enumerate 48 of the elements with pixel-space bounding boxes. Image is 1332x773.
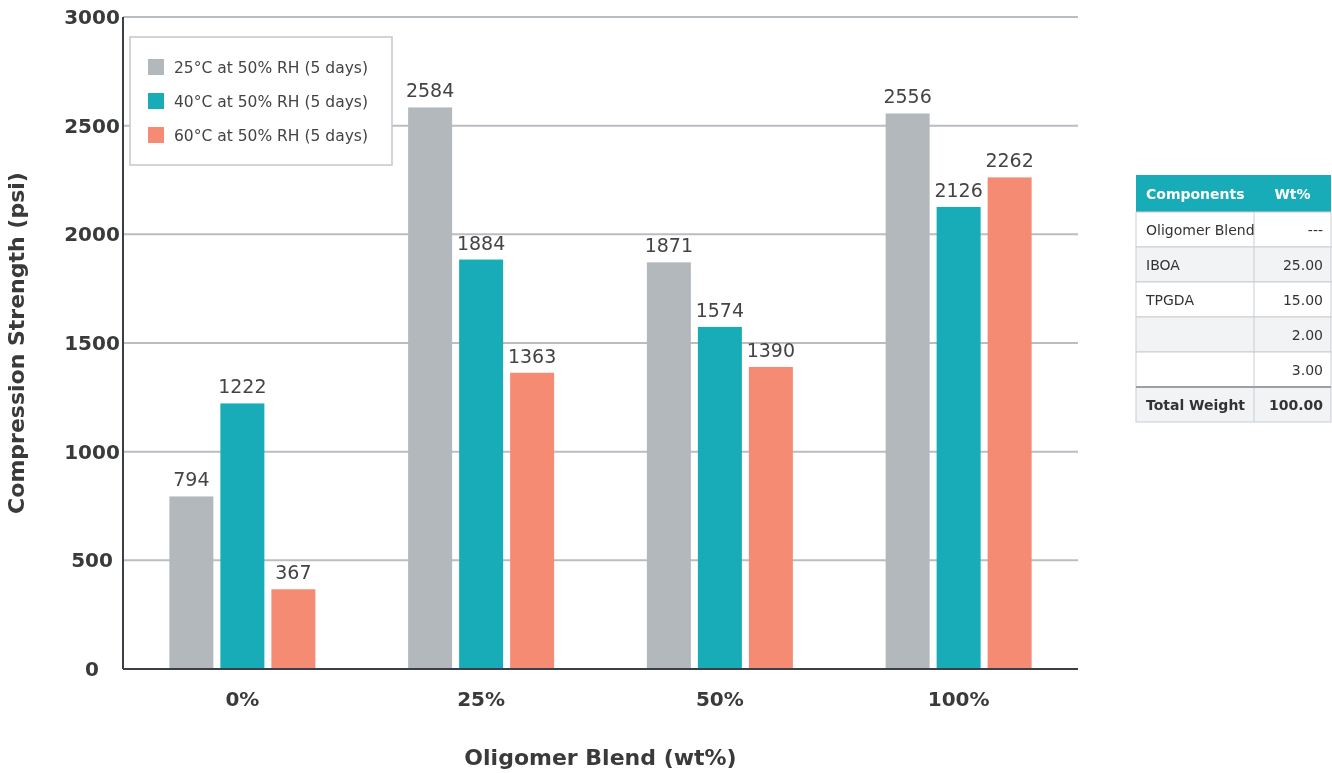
legend-label: 40°C at 50% RH (5 days): [174, 93, 368, 111]
data-label: 2584: [405, 79, 455, 102]
text: 2.00: [1291, 327, 1323, 343]
text: 3.00: [1291, 362, 1323, 378]
category-label: TPGDA: [1145, 292, 1195, 308]
data-label: 2262: [985, 149, 1034, 172]
text: 25.00: [1282, 257, 1323, 273]
y-tick-label: 3000: [64, 5, 120, 29]
bar: [271, 589, 316, 669]
y-tick-label: 500: [71, 548, 113, 573]
category-label: Oligomer Blend: [1146, 222, 1255, 238]
y-tick-label: 1000: [64, 439, 120, 464]
bar: [697, 326, 742, 669]
text: 15.00: [1282, 292, 1323, 308]
legend-label: 60°C at 50% RH (5 days): [174, 127, 368, 145]
x-axis-title: Oligomer Blend (wt%): [464, 745, 737, 770]
y-tick-label: 2500: [64, 113, 120, 138]
legend-label: 25°C at 50% RH (5 days): [174, 59, 368, 77]
text: Components: [1146, 186, 1245, 202]
x-tick-label: 25%: [457, 687, 506, 711]
data-label: 367: [275, 561, 312, 584]
bar: [459, 259, 504, 669]
x-tick-label: 0%: [225, 687, 260, 711]
bar: [936, 206, 981, 669]
data-label: 2556: [883, 85, 932, 108]
data-label: 1390: [746, 338, 796, 361]
category-label: IBOA: [1146, 257, 1181, 273]
text: Wt%: [1274, 186, 1311, 202]
bar: [748, 366, 793, 669]
data-label: 1871: [644, 234, 694, 257]
bar: [510, 372, 555, 669]
y-tick-label: 0: [85, 657, 99, 681]
y-tick-label: 2000: [64, 222, 120, 247]
data-label: 2126: [934, 178, 983, 201]
y-axis-title: Compression Strength (psi): [4, 172, 29, 514]
data-label: 794: [173, 468, 210, 491]
x-tick-label: 50%: [695, 687, 744, 711]
y-tick-label: 1500: [64, 331, 120, 355]
text: ---: [1307, 222, 1323, 238]
x-tick-label: 100%: [927, 687, 990, 711]
data-label: 1884: [456, 231, 506, 254]
data-label: 1222: [218, 375, 267, 398]
data-label: 1363: [507, 344, 557, 367]
text: 100.00: [1268, 397, 1323, 413]
bar: [220, 403, 265, 669]
bar: [987, 177, 1032, 669]
data-label: 1574: [695, 298, 745, 321]
category-label: Total Weight: [1146, 397, 1246, 413]
